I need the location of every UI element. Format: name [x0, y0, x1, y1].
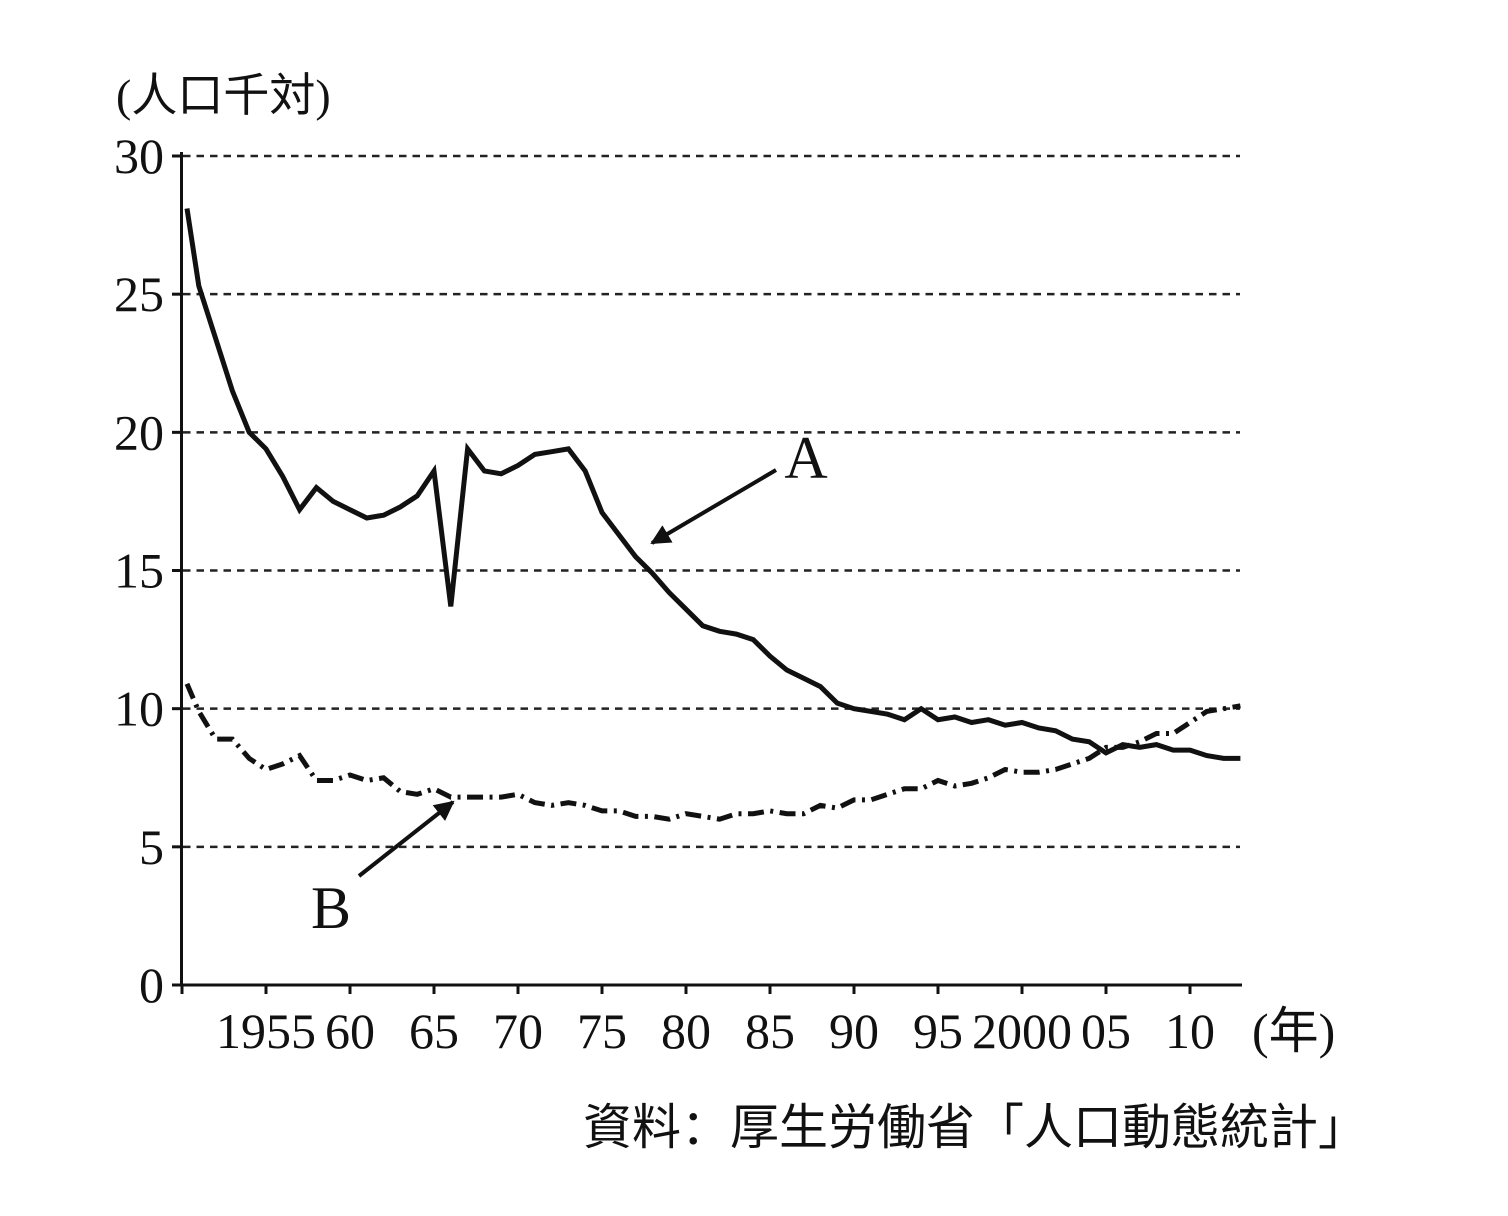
x-axis-unit-label: (年) [1252, 1003, 1335, 1059]
x-tick-label-1965: 65 [409, 1003, 459, 1059]
x-axis-labels: 1955 60 65 70 75 80 85 90 95 2000 05 10 [216, 1003, 1215, 1059]
y-axis-ticks [172, 154, 183, 987]
y-tick-label-5: 5 [139, 819, 164, 875]
x-tick-label-1980: 80 [661, 1003, 711, 1059]
x-tick-label-2005: 05 [1081, 1003, 1131, 1059]
x-axis-ticks [180, 985, 1192, 994]
annotation-b-arrow [357, 800, 455, 878]
series-b-death-rate-line [184, 682, 1241, 822]
x-tick-label-1955: 1955 [216, 1003, 316, 1059]
y-tick-label-10: 10 [114, 681, 164, 737]
annotation-b-letter: B [311, 875, 351, 941]
annotation-a-arrow [650, 468, 778, 545]
annotation-a: A [650, 425, 828, 545]
x-tick-label-2010: 10 [1165, 1003, 1215, 1059]
y-tick-label-15: 15 [114, 543, 164, 599]
source-note: 資料：厚生労働省「人口動態統計」 [583, 1100, 1367, 1155]
annotation-a-letter: A [784, 425, 827, 491]
series-a-birth-rate-line [184, 208, 1241, 761]
x-tick-label-1975: 75 [577, 1003, 627, 1059]
y-axis-labels: 0 5 10 15 20 25 30 [114, 128, 164, 1013]
x-tick-label-1990: 90 [829, 1003, 879, 1059]
y-tick-label-25: 25 [114, 266, 164, 322]
horizontal-gridlines [183, 154, 1240, 849]
x-tick-label-2000: 2000 [972, 1003, 1072, 1059]
y-axis-unit-label: (人口千対) [116, 70, 331, 121]
annotation-b: B [311, 800, 455, 941]
x-tick-label-1960: 60 [325, 1003, 375, 1059]
x-tick-label-1995: 95 [913, 1003, 963, 1059]
x-tick-label-1970: 70 [493, 1003, 543, 1059]
x-tick-label-1985: 85 [745, 1003, 795, 1059]
y-tick-label-0: 0 [139, 957, 164, 1013]
y-tick-label-20: 20 [114, 404, 164, 460]
y-tick-label-30: 30 [114, 128, 164, 184]
